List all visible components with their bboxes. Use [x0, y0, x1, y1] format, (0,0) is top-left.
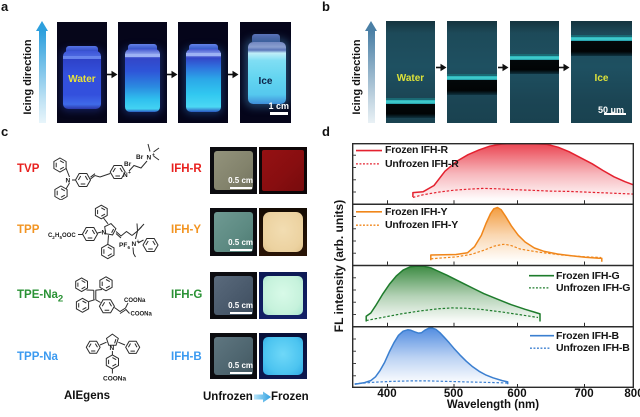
svg-text:N: N	[147, 155, 152, 162]
svg-text:N: N	[132, 241, 137, 248]
svg-text:C: C	[48, 233, 53, 239]
svg-text:Br: Br	[124, 161, 132, 168]
svg-text:N: N	[102, 230, 107, 237]
svg-text:+: +	[137, 239, 140, 245]
svg-text:COONa: COONa	[131, 312, 153, 318]
svg-text:N: N	[110, 345, 115, 352]
svg-text:6: 6	[128, 245, 131, 250]
svg-text:2: 2	[52, 235, 55, 240]
svg-text:Br: Br	[136, 154, 144, 161]
svg-text:N: N	[123, 172, 128, 179]
svg-text:OOC: OOC	[62, 233, 76, 239]
svg-text:+: +	[152, 153, 155, 159]
svg-text:5: 5	[60, 235, 63, 240]
svg-text:N: N	[66, 178, 71, 185]
svg-text:COONa: COONa	[124, 298, 146, 304]
svg-text:PF: PF	[119, 242, 127, 249]
svg-text:+: +	[128, 170, 131, 176]
svg-text:H: H	[55, 233, 59, 239]
svg-text:COONa: COONa	[103, 376, 127, 383]
